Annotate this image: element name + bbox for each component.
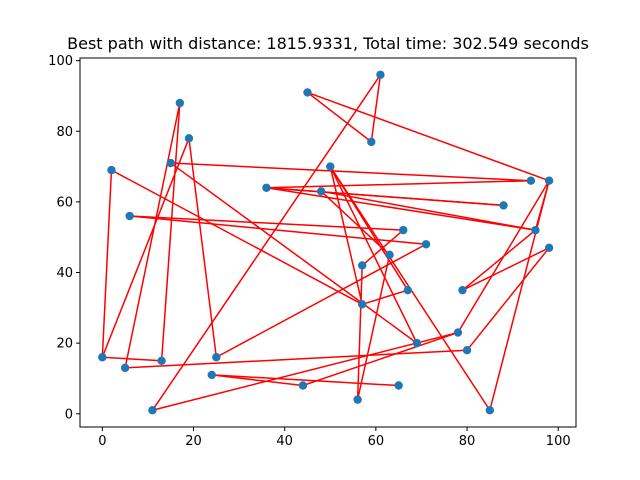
path-segment-34 [152, 331, 459, 411]
x-axis: 0 20 40 60 80 100 [98, 427, 571, 449]
city-point-24 [412, 338, 422, 348]
city-point-18 [385, 250, 394, 260]
path-segment-40 [101, 170, 113, 358]
plot-frame [79, 57, 577, 428]
x-tick-label-2: 40 [276, 434, 293, 449]
path-segment-10 [170, 162, 531, 182]
city-point-2 [175, 98, 185, 108]
city-point-7 [107, 165, 116, 175]
city-point-34 [148, 406, 157, 415]
path-segment-25 [102, 356, 162, 362]
path-segment-1 [307, 91, 372, 143]
city-point-11 [316, 187, 326, 196]
city-point-10 [262, 183, 271, 192]
city-point-3 [184, 134, 194, 143]
x-tick-label-1: 20 [185, 434, 202, 449]
path-segment-16 [320, 190, 391, 256]
path-segment-27 [124, 102, 181, 369]
path-segment-31 [462, 229, 536, 291]
city-point-21 [458, 285, 467, 295]
city-point-30 [207, 370, 216, 380]
city-point-25 [462, 345, 472, 355]
city-point-16 [421, 240, 431, 249]
path-segment-17 [356, 254, 391, 400]
city-point-12 [499, 201, 508, 210]
city-point-26 [98, 353, 107, 362]
y-tick-label-5: 100 [48, 54, 73, 69]
y-tick-label-4: 80 [56, 125, 73, 140]
city-point-27 [212, 353, 221, 362]
city-point-15 [531, 225, 540, 235]
x-tick-label-3: 60 [368, 434, 385, 449]
city-point-6 [326, 162, 335, 171]
path-segment-32 [534, 180, 550, 231]
path-segment-13 [266, 187, 504, 207]
city-point-32 [394, 381, 403, 390]
path-segment-23 [188, 138, 218, 358]
point-layer [98, 70, 554, 415]
path-segment-14 [266, 187, 536, 231]
city-point-14 [399, 225, 408, 235]
path-layer [101, 74, 550, 411]
city-point-0 [376, 70, 385, 79]
city-point-22 [357, 300, 367, 309]
path-segment-39 [211, 374, 304, 387]
path-segment-35 [151, 74, 382, 411]
path-segment-33 [457, 180, 550, 333]
path-segment-0 [370, 74, 382, 142]
path-segment-19 [361, 229, 404, 267]
city-point-19 [357, 261, 367, 270]
city-point-35 [485, 406, 495, 415]
city-point-4 [367, 137, 376, 147]
y-tick-label-0: 0 [65, 407, 73, 422]
path-segment-38 [211, 374, 399, 387]
city-point-28 [157, 356, 166, 365]
path-segment-28 [125, 349, 468, 369]
path-segment-37 [302, 331, 459, 387]
city-point-8 [526, 176, 536, 185]
path-segment-26 [160, 102, 181, 361]
path-segment-21 [129, 215, 427, 246]
path-segment-20 [129, 215, 404, 231]
path-segment-18 [356, 265, 363, 400]
city-point-1 [303, 88, 312, 97]
city-point-23 [453, 328, 463, 337]
city-point-33 [353, 395, 362, 404]
city-point-17 [544, 243, 554, 252]
path-segment-29 [466, 247, 550, 351]
x-tick-label-4: 80 [459, 434, 476, 449]
city-point-31 [298, 381, 308, 390]
chart-title: Best path with distance: 1815.9331, Tota… [67, 34, 589, 53]
path-segment-36 [111, 169, 363, 305]
path-segment-6 [361, 289, 409, 306]
x-tick-label-5: 100 [546, 434, 571, 449]
city-point-29 [120, 363, 130, 373]
city-point-13 [125, 211, 134, 221]
path-segment-9 [170, 162, 418, 344]
path-segment-2 [307, 91, 550, 182]
y-tick-label-1: 20 [56, 337, 73, 352]
path-segment-11 [266, 179, 531, 189]
city-point-9 [544, 176, 554, 185]
y-axis: 0 20 40 60 80 100 [48, 54, 80, 422]
x-tick-label-0: 0 [98, 434, 106, 449]
city-point-20 [403, 285, 412, 295]
y-tick-label-3: 60 [56, 195, 73, 210]
path-segment-22 [215, 243, 427, 358]
path-segment-15 [321, 190, 536, 231]
y-tick-label-2: 40 [56, 266, 73, 281]
path-segment-30 [462, 247, 550, 291]
city-point-5 [166, 158, 175, 168]
